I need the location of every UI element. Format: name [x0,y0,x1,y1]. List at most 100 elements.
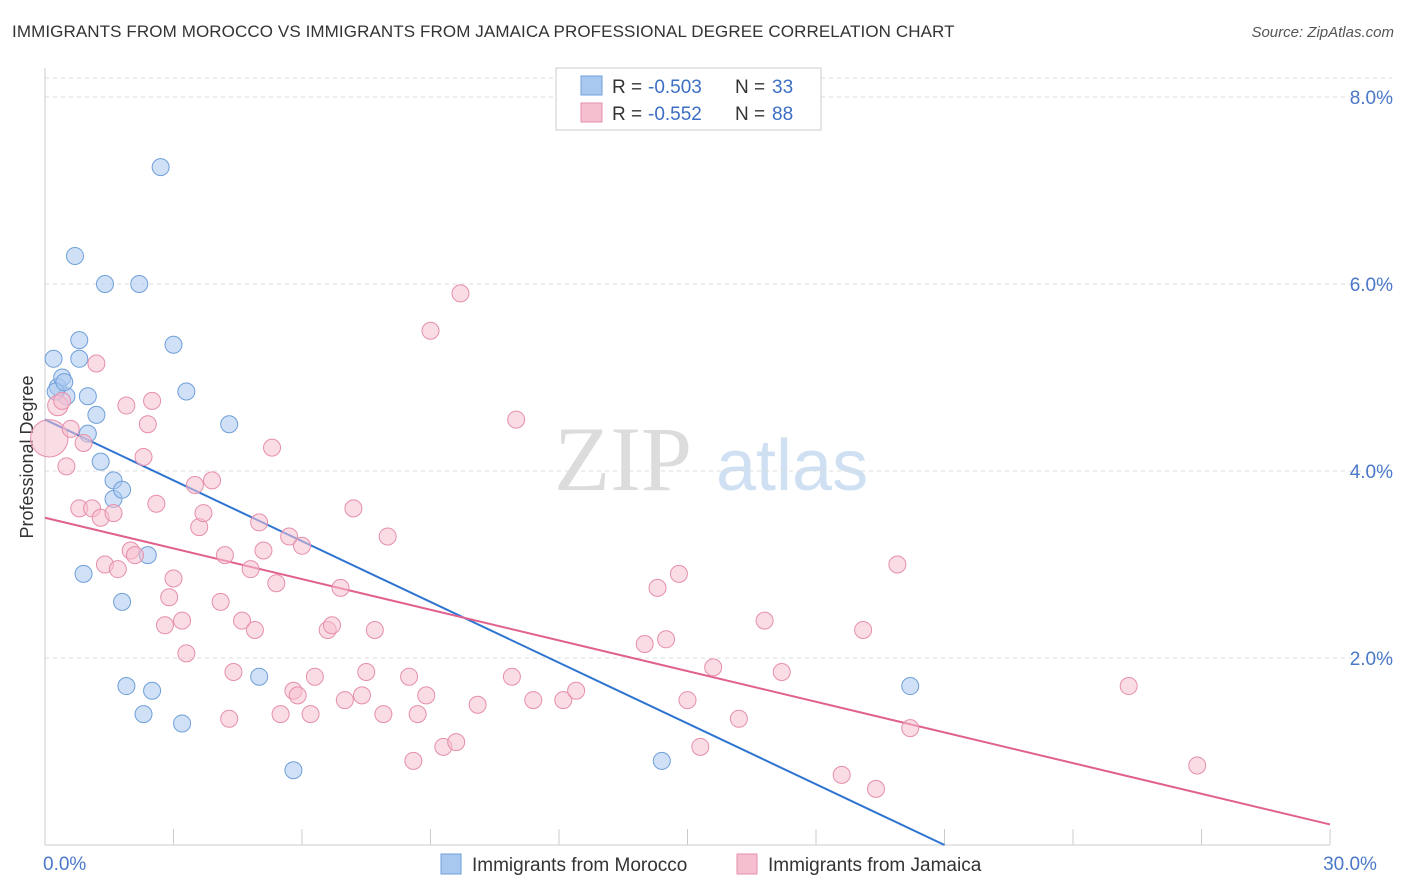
legend-swatch-jamaica [580,102,603,123]
point-morocco-24 [173,714,192,733]
point-jamaica-28 [203,471,222,490]
point-jamaica-50 [335,691,354,710]
y-tick-label-3: 8.0% [1350,88,1393,109]
point-jamaica-18 [143,391,162,410]
point-morocco-29 [652,751,671,770]
point-jamaica-68 [524,691,543,710]
point-jamaica-29 [211,592,230,611]
point-jamaica-27 [194,504,213,523]
point-jamaica-36 [250,513,269,532]
point-jamaica-55 [374,705,393,724]
source-credit: Source: ZipAtlas.com [1251,24,1394,41]
point-jamaica-46 [305,667,324,686]
point-morocco-7 [78,387,97,406]
bottom-legend-label-jamaica: Immigrants from Jamaica [768,855,982,876]
point-jamaica-49 [331,578,350,597]
point-morocco-19 [134,705,153,724]
legend-r-value-jamaica: -0.552 [648,104,702,125]
point-jamaica-67 [507,410,526,429]
point-morocco-10 [91,452,110,471]
point-morocco-26 [220,415,239,434]
point-jamaica-64 [451,284,470,303]
point-morocco-9 [87,405,106,424]
bottom-legend-swatch-morocco [440,853,462,875]
watermark-zip: ZIP [554,408,692,510]
point-jamaica-45 [301,705,320,724]
point-morocco-15 [74,564,93,583]
point-morocco-25 [177,382,196,401]
point-morocco-32 [55,373,74,392]
point-morocco-17 [117,677,136,696]
point-jamaica-12 [108,560,127,579]
point-jamaica-74 [669,564,688,583]
point-jamaica-41 [280,527,299,546]
series-morocco-points [44,158,920,780]
point-jamaica-30 [215,546,234,565]
point-morocco-22 [151,158,170,177]
bottom-legend-label-morocco: Immigrants from Morocco [472,855,687,876]
point-jamaica-60 [417,686,436,705]
point-jamaica-86 [1119,677,1138,696]
point-morocco-27 [250,667,269,686]
point-jamaica-76 [691,737,710,756]
point-jamaica-54 [365,620,384,639]
series-jamaica-points [30,284,1207,798]
point-jamaica-70 [567,681,586,700]
stats-legend: R = -0.503 N = 33 R = -0.552 N = 88 [555,67,822,131]
y-tick-label-0: 2.0% [1350,649,1393,670]
point-jamaica-80 [772,663,791,682]
point-jamaica-23 [173,611,192,630]
point-jamaica-73 [657,630,676,649]
point-morocco-18 [130,275,149,293]
point-morocco-11 [95,275,114,293]
point-jamaica-63 [447,733,466,752]
point-jamaica-77 [704,658,723,677]
point-jamaica-87 [1188,756,1207,775]
point-jamaica-85 [901,719,920,738]
point-jamaica-84 [888,555,907,574]
point-jamaica-40 [271,705,290,724]
point-jamaica-16 [134,447,153,466]
legend-swatch-morocco [580,75,603,96]
legend-n-label-jamaica: N = [735,104,765,125]
watermark: ZIP atlas [554,408,868,510]
y-tick-label-1: 4.0% [1350,462,1393,483]
point-jamaica-0 [30,419,69,458]
point-jamaica-71 [648,578,667,597]
point-jamaica-6 [74,433,93,452]
point-morocco-21 [143,681,162,700]
point-jamaica-33 [233,611,252,630]
point-morocco-0 [44,349,63,368]
point-jamaica-21 [160,588,179,607]
point-jamaica-8 [87,354,106,373]
point-jamaica-44 [293,536,311,555]
point-jamaica-82 [854,620,873,639]
x-tick-label-1: 30.0% [1323,854,1377,875]
point-jamaica-83 [866,779,885,798]
point-jamaica-25 [185,476,204,495]
point-morocco-14 [113,480,132,499]
point-morocco-6 [70,331,89,350]
point-jamaica-3 [57,457,76,476]
point-jamaica-58 [404,751,423,770]
legend-r-value-morocco: -0.503 [648,77,702,98]
point-jamaica-51 [344,499,363,518]
y-tick-label-2: 6.0% [1350,275,1393,296]
series-legend: Immigrants from Morocco Immigrants from … [440,853,982,876]
point-jamaica-24 [177,644,196,663]
point-morocco-5 [70,349,89,368]
legend-r-label-morocco: R = [612,77,642,98]
point-jamaica-34 [241,560,260,579]
point-jamaica-20 [155,616,174,635]
point-jamaica-72 [635,634,654,653]
point-jamaica-38 [263,438,282,457]
point-jamaica-22 [164,569,183,588]
point-morocco-16 [113,592,132,611]
point-jamaica-35 [245,620,264,639]
point-jamaica-19 [147,494,166,513]
point-jamaica-48 [322,616,341,635]
legend-n-value-morocco: 33 [772,77,793,98]
point-jamaica-52 [352,686,371,705]
point-morocco-23 [164,335,183,354]
legend-n-label-morocco: N = [735,77,765,98]
